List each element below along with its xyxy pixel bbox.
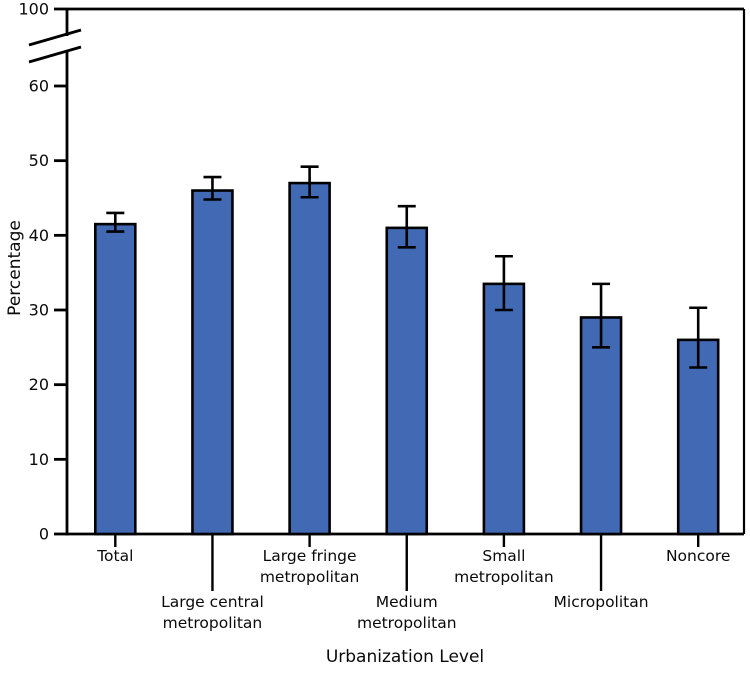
axis-break-slash [28,28,82,47]
y-tick-label: 20 [29,375,49,394]
x-tick-label: Large fringe [263,547,357,565]
x-tick-label: Medium [376,593,438,611]
x-tick-label: Large central [161,593,264,611]
x-axis-title: Urbanization Level [326,647,484,667]
y-tick-label: 40 [29,226,49,245]
y-tick-label: 0 [39,525,49,544]
bar [385,226,429,536]
x-tick-label: metropolitan [163,614,263,632]
x-tick-label: metropolitan [357,614,457,632]
bar [482,282,526,536]
bar [288,181,331,536]
bar [676,338,720,536]
x-tick-label: metropolitan [260,568,360,586]
x-tick-label: Total [96,547,133,565]
y-tick-label: 30 [29,301,49,320]
x-tick-label: metropolitan [454,568,554,586]
y-axis-title: Percentage [5,220,25,316]
y-tick-label: 100 [18,0,49,19]
axis-break-slash [28,45,82,64]
x-tick-label: Noncore [666,547,730,565]
bar [191,189,234,536]
bar [579,316,623,536]
y-tick-label: 10 [29,450,49,469]
plot-area: 0 10 20 30 40 50 60 100 Total Large central metrop… [18,0,746,632]
y-tick-label: 60 [29,77,49,96]
y-tick-label: 50 [29,151,49,170]
bar [94,222,137,536]
x-tick-label: Small [482,547,525,565]
x-tick-label: Micropolitan [554,593,649,611]
